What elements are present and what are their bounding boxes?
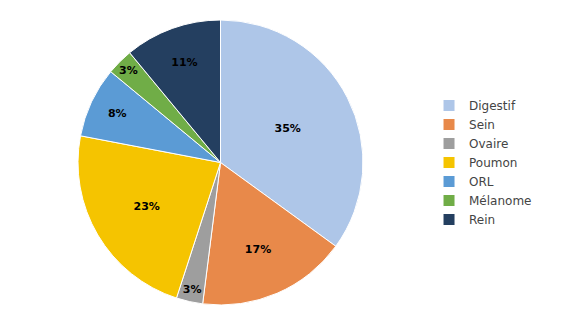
svg-text:Poumon: Poumon <box>469 156 517 170</box>
svg-text:23%: 23% <box>133 200 159 213</box>
svg-text:3%: 3% <box>119 64 138 77</box>
svg-text:3%: 3% <box>183 283 202 296</box>
svg-text:Digestif: Digestif <box>469 99 516 113</box>
svg-text:17%: 17% <box>245 243 271 256</box>
svg-text:Ovaire: Ovaire <box>469 137 508 151</box>
svg-text:8%: 8% <box>108 107 127 120</box>
svg-text:11%: 11% <box>171 56 197 69</box>
svg-text:Rein: Rein <box>469 213 495 227</box>
svg-text:35%: 35% <box>274 122 300 135</box>
svg-text:Mélanome: Mélanome <box>469 194 531 208</box>
svg-text:Sein: Sein <box>469 118 495 132</box>
svg-text:ORL: ORL <box>469 175 494 189</box>
